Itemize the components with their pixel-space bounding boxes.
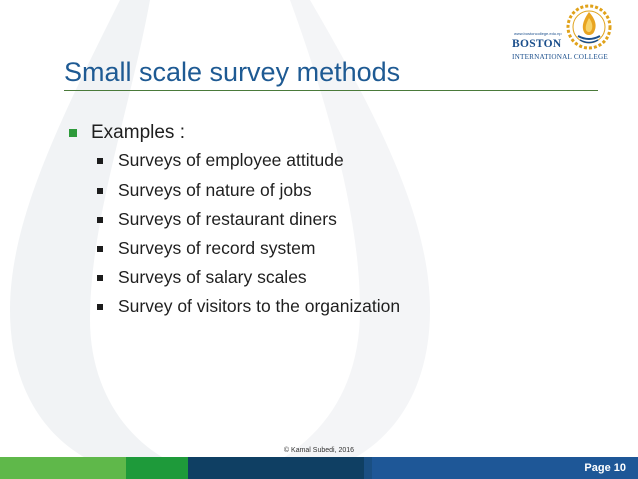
- square-bullet-icon: [97, 245, 103, 252]
- sub-bullet-item: Surveys of employee attitude: [97, 150, 344, 171]
- sub-bullet-text: Surveys of salary scales: [118, 267, 307, 287]
- sub-bullet-text: Survey of visitors to the organization: [118, 296, 401, 316]
- title-divider: [64, 90, 598, 91]
- sub-bullet-text: Surveys of restaurant diners: [118, 209, 337, 229]
- square-bullet-icon: [97, 216, 103, 223]
- college-subtitle: INTERNATIONAL COLLEGE: [512, 53, 608, 61]
- page-number: Page 10: [584, 462, 626, 474]
- copyright-note: © Kamal Subedi, 2016: [283, 447, 355, 454]
- footer-bar: [0, 457, 638, 479]
- footer-segment: [372, 457, 638, 479]
- sub-bullet-item: Surveys of nature of jobs: [97, 180, 312, 201]
- college-logo: www.bostoncollege.edu.np BOSTON INTERNAT…: [508, 4, 632, 66]
- footer-segment: [364, 457, 372, 479]
- square-bullet-icon: [97, 187, 103, 194]
- square-bullet-icon: [97, 274, 103, 281]
- footer-segment: [188, 457, 364, 479]
- sub-bullet-text: Surveys of record system: [118, 238, 316, 258]
- bullet-text: Examples :: [91, 122, 185, 143]
- bullet-examples: Examples :: [69, 122, 185, 144]
- footer-segment: [126, 457, 188, 479]
- college-url: www.bostoncollege.edu.np: [514, 31, 562, 36]
- sub-bullet-item: Surveys of salary scales: [97, 267, 307, 288]
- sub-bullet-item: Surveys of restaurant diners: [97, 209, 337, 230]
- square-bullet-icon: [97, 303, 103, 310]
- square-bullet-icon: [69, 129, 77, 137]
- slide-title: Small scale survey methods: [64, 57, 401, 87]
- sub-bullet-text: Surveys of employee attitude: [118, 150, 344, 170]
- college-name: BOSTON: [512, 38, 562, 50]
- sub-bullet-item: Survey of visitors to the organization: [97, 296, 400, 317]
- flame-emblem-icon: [566, 4, 612, 50]
- square-bullet-icon: [97, 157, 103, 164]
- sub-bullet-text: Surveys of nature of jobs: [118, 180, 312, 200]
- footer-segment: [0, 457, 126, 479]
- sub-bullet-item: Surveys of record system: [97, 238, 315, 259]
